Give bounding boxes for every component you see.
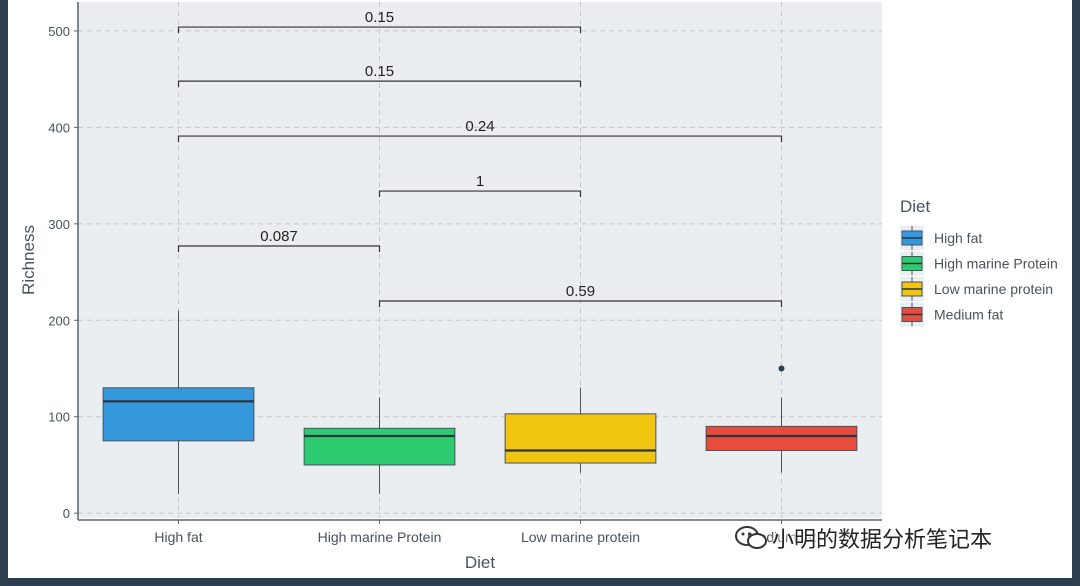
x-axis-title: Diet	[465, 553, 496, 572]
legend-item: High marine Protein	[900, 251, 1058, 276]
watermark: 小明的数据分析笔记本	[734, 522, 992, 554]
y-axis-title: Richness	[19, 225, 38, 295]
p-value-label: 0.59	[566, 283, 595, 300]
comparison-bracket: 1	[378, 173, 582, 198]
y-tick-label: 200	[48, 313, 70, 328]
box-1	[303, 397, 456, 494]
p-value-label: 0.15	[365, 63, 394, 80]
p-value-label: 0.15	[365, 9, 394, 26]
outlier-point	[778, 365, 785, 372]
legend-item: High fat	[900, 226, 982, 250]
legend-label: High marine Protein	[934, 256, 1058, 272]
watermark-text: 小明的数据分析笔记本	[772, 528, 993, 553]
x-tick-label: High marine Protein	[318, 529, 442, 545]
comparison-bracket: 0.24	[177, 118, 783, 143]
comparison-bracket: 0.15	[177, 9, 582, 34]
comparison-bracket: 0.59	[378, 283, 783, 307]
box-rect	[705, 425, 858, 451]
y-tick-label: 300	[48, 217, 70, 232]
boxplot-chart: 0 100 200 300 400 500 High fat High marine Prot…	[19, 2, 1058, 572]
legend-item: Medium fat	[900, 302, 1003, 327]
p-value-label: 1	[476, 173, 484, 190]
bracket-line	[177, 245, 381, 253]
p-value-label: 0.24	[465, 118, 494, 135]
legend-label: Medium fat	[934, 307, 1003, 323]
legend-label: Low marine protein	[934, 281, 1053, 297]
x-tick-label: High fat	[154, 529, 202, 545]
bracket-line	[177, 80, 582, 88]
comparison-bracket: 0.087	[177, 228, 381, 253]
box-2	[504, 387, 657, 473]
legend-label: High fat	[934, 230, 982, 246]
comparison-bracket: 0.15	[177, 63, 582, 88]
box-rect	[102, 387, 255, 442]
wechat-icon	[734, 525, 768, 551]
x-tick-label: Low marine protein	[521, 529, 640, 545]
y-tick-label: 100	[48, 410, 70, 425]
legend-title: Diet	[900, 197, 931, 216]
p-value-label: 0.087	[260, 228, 298, 245]
bracket-line	[378, 190, 582, 198]
box-3	[705, 365, 858, 473]
y-tick-label: 400	[48, 120, 70, 135]
legend-item: Low marine protein	[900, 277, 1053, 301]
bracket-line	[177, 135, 783, 143]
bracket-line	[177, 26, 582, 34]
y-tick-label: 0	[63, 506, 70, 521]
y-tick-label: 500	[48, 24, 70, 39]
bracket-line	[378, 300, 783, 307]
box-rect	[504, 413, 657, 464]
box-0	[102, 310, 255, 494]
chart-frame: 0 100 200 300 400 500 High fat High marine Prot…	[8, 0, 1072, 578]
box-rect	[303, 427, 456, 466]
